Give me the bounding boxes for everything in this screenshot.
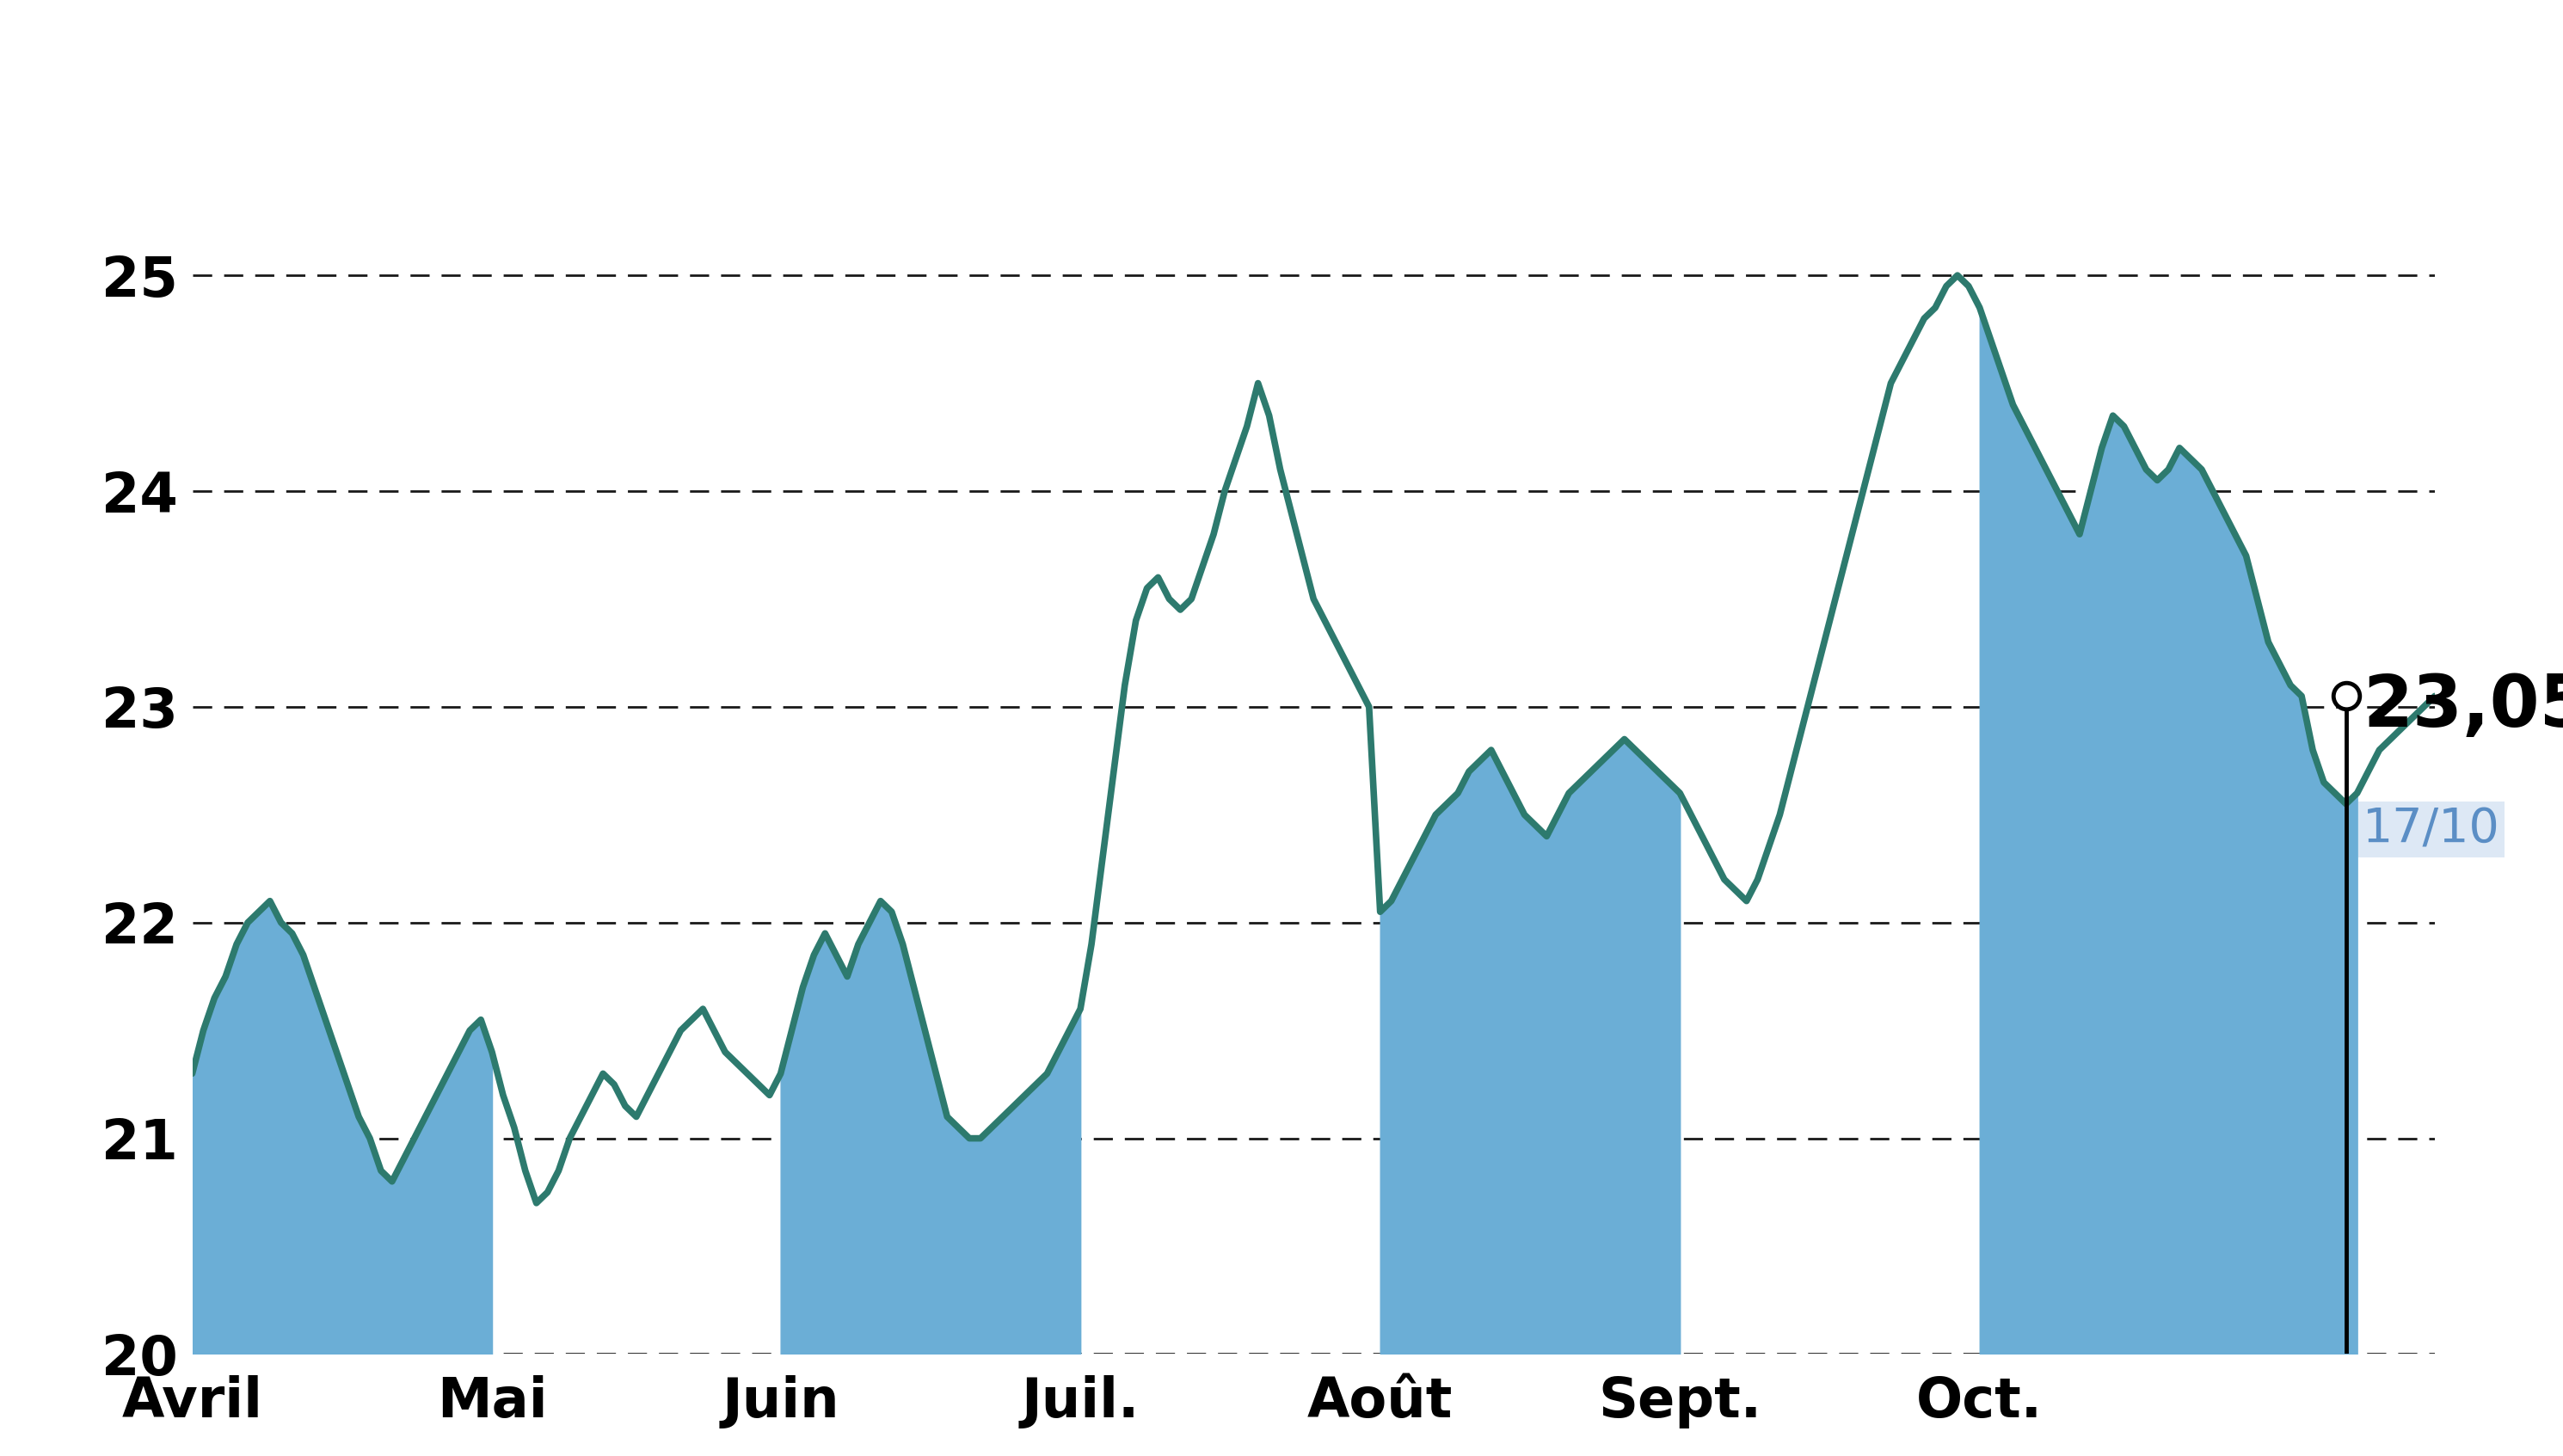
- Text: 23,05: 23,05: [2363, 673, 2563, 741]
- Text: TIKEHAU CAPITAL: TIKEHAU CAPITAL: [810, 31, 1753, 122]
- Text: 17/10: 17/10: [2363, 807, 2499, 853]
